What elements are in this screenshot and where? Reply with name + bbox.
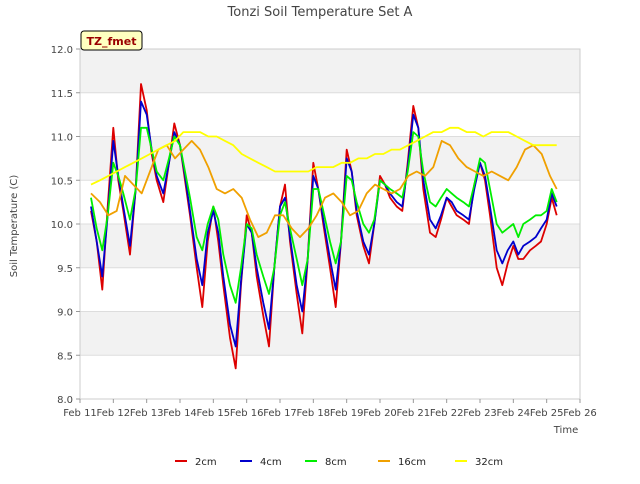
legend: 2cm 4cm 8cm 16cm 32cm — [175, 457, 503, 468]
x-tick-label: Feb 18 — [297, 408, 331, 419]
legend-label: 4cm — [260, 457, 282, 468]
x-tick-label: Feb 13 — [130, 408, 164, 419]
series-line-4cm — [90, 100, 558, 348]
annotation-label: TZ_fmet — [87, 35, 137, 48]
y-tick-label: 8.5 — [57, 351, 73, 362]
x-tick-label: Feb 22 — [430, 408, 464, 419]
x-tick-label: Feb 24 — [497, 408, 531, 419]
grid-band — [80, 311, 580, 356]
y-tick-label: 10.0 — [51, 220, 73, 231]
series-layer — [90, 83, 558, 370]
chart-title: Tonzi Soil Temperature Set A — [227, 5, 413, 20]
x-tick-label: Feb 21 — [397, 408, 431, 419]
x-tick-label: Feb 14 — [163, 408, 197, 419]
x-tick-label: Feb 20 — [363, 408, 397, 419]
x-axis-label: Time — [553, 425, 578, 436]
y-tick-label: 11.5 — [51, 89, 73, 100]
series-line-8cm — [90, 126, 558, 304]
y-axis: 8.0 8.5 9.0 9.5 10.0 10.5 11.0 11.5 12.0 — [51, 45, 80, 406]
annotation-box-bg — [80, 30, 143, 51]
x-tick-label: Feb 23 — [463, 408, 497, 419]
legend-label: 32cm — [475, 457, 503, 468]
series-line-32cm — [90, 126, 557, 186]
y-tick-label: 8.0 — [57, 395, 73, 406]
x-axis: Feb 11 Feb 12 Feb 13 Feb 14 Feb 15 Feb 16 Feb … — [63, 399, 597, 419]
y-tick-label: 9.5 — [57, 264, 73, 275]
x-tick-label: Feb 17 — [263, 408, 297, 419]
x-tick-label: Feb 15 — [197, 408, 231, 419]
y-axis-label: Soil Temperature (C) — [9, 175, 20, 278]
legend-label: 16cm — [398, 457, 426, 468]
annotation-box: TZ_fmet — [80, 30, 143, 51]
legend-label: 8cm — [325, 457, 347, 468]
y-tick-label: 10.5 — [51, 176, 73, 187]
plot-background — [79, 48, 581, 400]
x-tick-label: Feb 25 — [530, 408, 564, 419]
grid-band — [80, 136, 580, 181]
grid-band — [80, 49, 580, 93]
legend-label: 2cm — [195, 457, 217, 468]
series-line-16cm — [90, 139, 558, 239]
x-tick-label: Feb 12 — [97, 408, 131, 419]
y-tick-label: 9.0 — [57, 308, 73, 319]
x-tick-label: Feb 26 — [563, 408, 597, 419]
x-tick-label: Feb 11 — [63, 408, 97, 419]
x-tick-label: Feb 16 — [230, 408, 264, 419]
y-tick-label: 11.0 — [51, 133, 73, 144]
x-tick-label: Feb 19 — [330, 408, 364, 419]
y-tick-label: 12.0 — [51, 45, 73, 56]
